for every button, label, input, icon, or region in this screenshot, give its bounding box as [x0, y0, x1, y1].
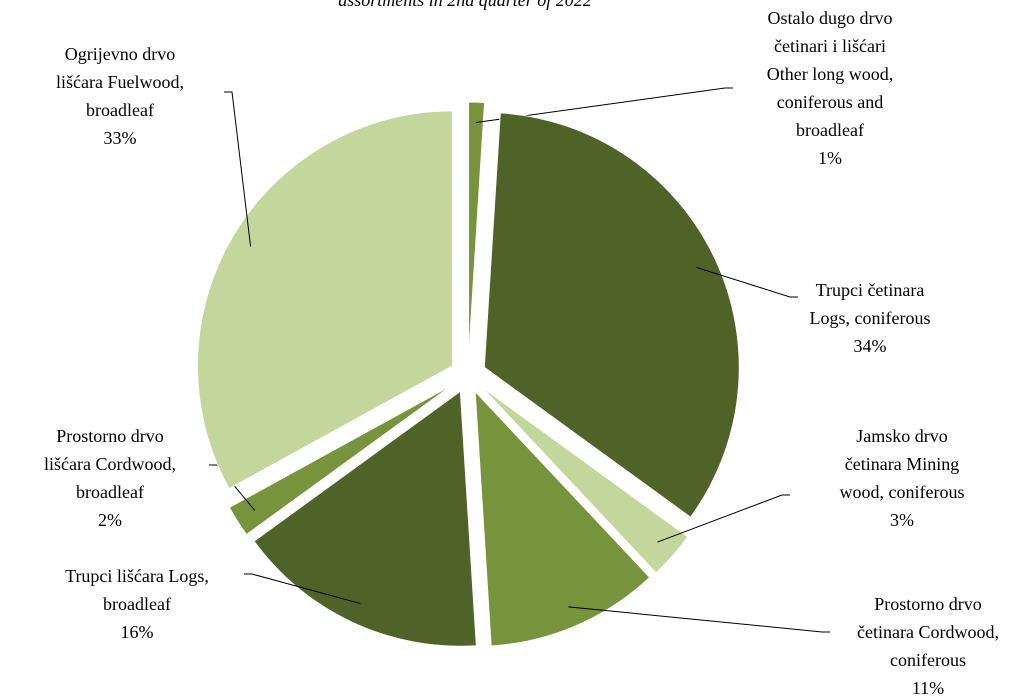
- value-label: 1%: [818, 148, 842, 168]
- slice-label: lišćara Fuelwood,: [56, 72, 184, 92]
- slice-label: lišćara Cordwood,: [44, 454, 176, 474]
- value-label: 16%: [121, 622, 154, 642]
- pie-slice: [483, 112, 740, 518]
- slice-label: Ostalo dugo drvo: [768, 8, 893, 28]
- slice-label: Trupci lišćara Logs,: [65, 566, 209, 586]
- slice-label: Prostorno drvo: [874, 594, 982, 614]
- pie-slice: [474, 390, 651, 647]
- chart-title: assortments in 2nd quarter of 2022: [338, 0, 592, 10]
- slice-label: broadleaf: [86, 100, 154, 120]
- value-label: 34%: [854, 336, 887, 356]
- slice-label: četinara Cordwood,: [857, 622, 999, 642]
- slice-label: broadleaf: [76, 482, 144, 502]
- slice-label: wood, coniferous: [840, 482, 965, 502]
- slice-label: četinara Mining: [845, 454, 959, 474]
- value-label: 3%: [890, 510, 914, 530]
- leader-line: [657, 494, 790, 543]
- slice-label: Logs, coniferous: [810, 308, 931, 328]
- slice-label: coniferous and: [777, 92, 883, 112]
- slice-label: Other long wood,: [767, 64, 893, 84]
- pie-slice: [228, 384, 454, 536]
- leader-line: [244, 573, 361, 605]
- leader-line: [696, 266, 798, 298]
- pie-slice: [468, 101, 486, 358]
- pie-slice: [253, 390, 477, 647]
- slice-label: broadleaf: [796, 120, 864, 140]
- leader-line: [568, 606, 830, 633]
- slice-label: četinari i lišćari: [774, 36, 886, 56]
- value-label: 33%: [104, 128, 137, 148]
- slice-label: Ogrijevno drvo: [65, 44, 175, 64]
- slice-label: broadleaf: [103, 594, 171, 614]
- pie-slice: [481, 386, 689, 574]
- leader-line: [475, 87, 733, 124]
- leader-line: [224, 91, 252, 247]
- value-label: 11%: [912, 678, 944, 697]
- pie-slice: [197, 110, 454, 490]
- slice-label: Trupci četinara: [816, 280, 925, 300]
- value-label: 2%: [98, 510, 122, 530]
- slice-label: coniferous: [890, 650, 966, 670]
- slice-label: Prostorno drvo: [56, 426, 164, 446]
- slice-label: Jamsko drvo: [856, 426, 948, 446]
